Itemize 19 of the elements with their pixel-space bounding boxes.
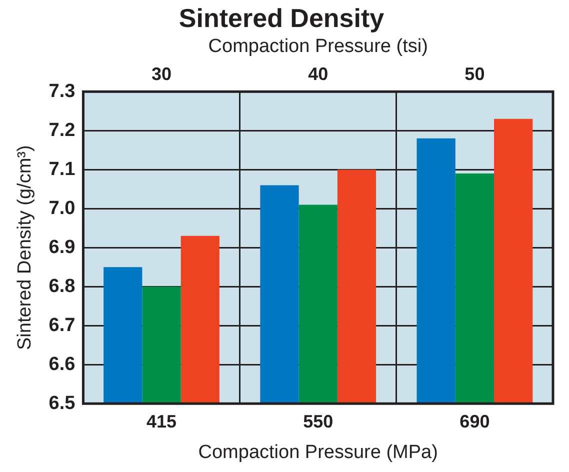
y-tick-label: 7.2 (48, 120, 76, 141)
x-tick-label: 415 (146, 411, 177, 432)
y-tick-label: 7.1 (48, 158, 76, 180)
x2-tick-label: 50 (464, 64, 485, 84)
y-tick-label: 6.9 (48, 236, 76, 258)
x2-axis-title: Compaction Pressure (tsi) (208, 36, 428, 57)
y-axis-title: Sintered Density (g/cm³) (14, 145, 36, 350)
y-tick-label: 6.6 (48, 354, 76, 375)
x2-tick-label: 30 (151, 64, 172, 84)
x-axis-title: Compaction Pressure (MPa) (198, 442, 438, 463)
x2-tick-label: 40 (308, 64, 328, 84)
y-tick-label: 6.8 (48, 276, 76, 297)
chart-title: Sintered Density (178, 2, 385, 33)
y-tick-label: 6.7 (48, 314, 76, 336)
y-tick-label: 6.5 (48, 392, 76, 414)
y-tick-label: 7.0 (48, 198, 76, 219)
y-tick-label: 7.3 (48, 80, 76, 102)
x-tick-label: 690 (460, 411, 490, 432)
x-tick-label: 550 (303, 411, 334, 432)
